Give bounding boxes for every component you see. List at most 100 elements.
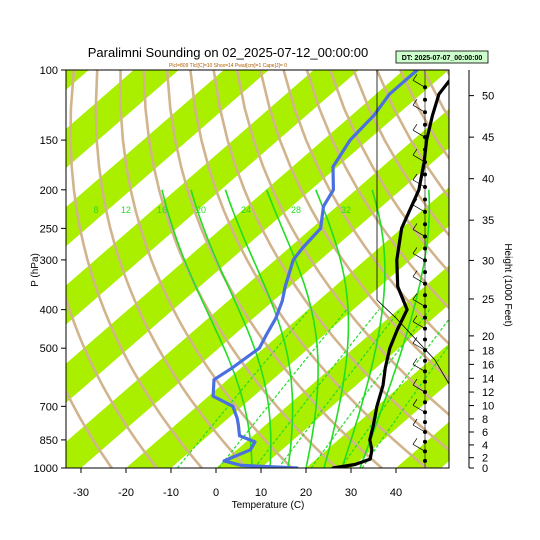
temperature-band [216,265,449,468]
mixing-ratio-line [254,309,380,468]
height-tick-label: 8 [482,414,488,426]
mixing-ratio-line [176,309,310,468]
y-tick-label: 1000 [34,463,58,475]
wind-barb-dot [423,222,427,227]
y-tick-label: 150 [40,135,58,147]
height-tick-label: 10 [482,401,494,413]
moist-adiabat [224,189,294,468]
height-tick-label: 12 [482,387,494,399]
dry-adiabat [305,70,449,310]
wind-barb [412,321,426,329]
wind-barb-flag [412,74,418,81]
y-tick-label: 200 [40,185,58,197]
wind-barb-flag [412,173,418,181]
wind-barb [412,276,426,285]
y-tick-label: 850 [40,435,58,447]
dewpoint-profile [211,70,419,468]
height-tick-label: 20 [482,331,494,343]
dry-adiabat [66,294,158,468]
temperature-band [66,70,359,325]
wind-barb-flag [412,378,418,386]
height-tick-label: 0 [482,463,488,475]
y-tick-label: 700 [40,401,58,413]
mixing-ratio-lines [176,309,449,468]
wind-barb-flag [412,438,418,445]
plot-area [66,70,540,468]
y-axis: 100 150 200 250 300 400 500 700 850 1000 [34,65,66,475]
temperature-band [306,343,449,468]
wind-barb [412,154,426,163]
y-tick-label: 300 [40,255,58,267]
y-tick-label: 500 [40,343,58,355]
wind-barb-flag [412,418,418,426]
temperature-band [66,108,449,468]
temperature-band [66,70,269,247]
wind-barb-flag [412,123,418,131]
mixing-ratio-line [340,318,449,468]
wind-barb [412,204,426,213]
dry-adiabat [517,70,540,468]
wind-barb-dot [423,439,427,444]
x-tick-label: 20 [300,487,312,499]
height-tick-label: 35 [482,215,494,227]
wind-barb-dot [423,458,427,463]
moist-adiabat [341,189,386,468]
moist-adiabat [190,189,272,468]
datetime-badge-text: DT: 2025-07-07_00:00:00 [402,55,483,62]
mixing-ratio-label: 24 [241,205,251,215]
x-tick-label: 0 [213,487,219,499]
temperature-band [396,421,449,468]
x-axis: -30 -20 -10 0 10 20 30 40 [73,468,402,499]
wind-barb-flag [412,270,418,277]
moist-adiabat [315,189,350,468]
wind-barb [412,129,426,138]
temperature-band [66,70,449,403]
wind-barb [412,229,426,237]
mixing-ratio-line [310,309,431,468]
wind-barb-dot [423,315,427,320]
y-tick-label: 250 [40,223,58,235]
wind-barb-dot [423,122,427,127]
temperature-bands [66,70,449,468]
wind-barb-dot [423,358,427,363]
wind-barb-flag [412,223,418,230]
wind-barb-flag [412,399,418,406]
wind-barbs [376,70,450,468]
x-tick-label: -30 [73,487,89,499]
y-axis-label: P (hPa) [30,253,41,287]
mixing-ratio-label: 16 [157,205,167,215]
height-tick-label: 50 [482,91,494,103]
mixing-ratio-line [277,309,401,468]
mixing-ratio-label: 8 [93,205,98,215]
moist-adiabats [161,189,431,468]
wind-barb-dot [423,97,427,102]
wind-barb [412,299,426,307]
dry-adiabat [399,70,449,161]
mixing-ratio-line [361,344,449,468]
wind-barb-dot [423,197,427,202]
dry-adiabat [189,70,428,468]
height-tick-label: 18 [482,345,494,357]
dry-adiabat [259,70,449,382]
wind-barb-flag [412,315,418,322]
dry-adiabat [352,70,449,238]
mixing-ratio-label: 28 [291,205,301,215]
wind-barb-dot [423,270,427,275]
data-series [211,70,449,468]
height-axis-label: Height (1000 Feet) [502,243,513,326]
height-tick-label: 2 [482,453,488,465]
temperature-profile [331,78,449,468]
x-tick-label: -20 [118,487,134,499]
temperature-band [126,187,449,468]
dry-adiabat [66,388,113,468]
mixing-ratio-label: 20 [196,205,206,215]
wind-barb-flag [412,198,418,206]
wind-barb-dot [423,147,427,152]
dry-adiabat [142,70,338,468]
dry-adiabat [94,70,248,468]
wind-barb-flag [412,99,418,106]
x-tick-label: 30 [345,487,357,499]
dry-adiabat [328,70,449,274]
